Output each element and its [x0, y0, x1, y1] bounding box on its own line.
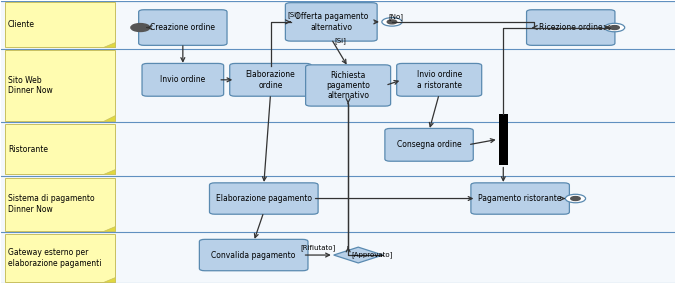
Text: Creazione ordine: Creazione ordine [150, 23, 216, 32]
Polygon shape [103, 115, 115, 120]
Bar [1, 232, 675, 283]
Text: [Si]: [Si] [335, 38, 347, 45]
Polygon shape [334, 247, 383, 263]
Polygon shape [103, 42, 115, 47]
Circle shape [387, 20, 397, 24]
Text: [Approvato]: [Approvato] [352, 251, 393, 258]
Circle shape [604, 23, 625, 32]
Text: Offerta pagamento
alternativo: Offerta pagamento alternativo [295, 12, 368, 32]
Circle shape [565, 194, 585, 203]
Bar [5, 234, 115, 282]
Text: Elaborazione pagamento: Elaborazione pagamento [216, 194, 312, 203]
Circle shape [610, 26, 619, 30]
Circle shape [382, 18, 402, 26]
Polygon shape [103, 169, 115, 174]
Text: Cliente: Cliente [8, 20, 35, 29]
Text: Pagamento ristorante: Pagamento ristorante [479, 194, 562, 203]
Bar [5, 51, 115, 120]
FancyBboxPatch shape [306, 65, 391, 106]
FancyBboxPatch shape [285, 3, 377, 41]
Text: Consegna ordine: Consegna ordine [397, 140, 462, 149]
Bar [1, 49, 675, 122]
Bar [1, 176, 675, 232]
Text: Ricezione ordine: Ricezione ordine [539, 23, 602, 32]
Text: Ristorante: Ristorante [8, 145, 48, 154]
FancyBboxPatch shape [230, 63, 312, 96]
FancyBboxPatch shape [397, 63, 482, 96]
Text: [Rifiutato]: [Rifiutato] [301, 244, 336, 251]
Bar [5, 124, 115, 174]
Text: Elaborazione
ordine: Elaborazione ordine [245, 70, 295, 89]
Text: Invio ordine: Invio ordine [160, 75, 206, 84]
FancyBboxPatch shape [199, 239, 308, 271]
Circle shape [571, 197, 580, 201]
FancyBboxPatch shape [142, 63, 224, 96]
Circle shape [131, 24, 150, 32]
Polygon shape [103, 277, 115, 282]
FancyBboxPatch shape [385, 128, 473, 161]
Bar [5, 2, 115, 47]
FancyBboxPatch shape [210, 183, 318, 214]
FancyBboxPatch shape [471, 183, 569, 214]
Text: Richiesta
pagamento
alternativo: Richiesta pagamento alternativo [327, 71, 370, 100]
Bar [499, 114, 508, 165]
FancyBboxPatch shape [527, 10, 615, 45]
Text: Convalida pagamento: Convalida pagamento [212, 250, 296, 260]
Polygon shape [103, 226, 115, 231]
Bar [5, 178, 115, 231]
Text: [No]: [No] [389, 14, 404, 20]
Bar [1, 122, 675, 176]
Text: Sito Web
Dinner Now: Sito Web Dinner Now [8, 76, 53, 95]
Text: [Si]: [Si] [287, 11, 299, 18]
FancyBboxPatch shape [139, 10, 227, 45]
Text: Invio ordine
a ristorante: Invio ordine a ristorante [416, 70, 462, 89]
Bar [1, 1, 675, 49]
Text: Gateway esterno per
elaborazione pagamenti: Gateway esterno per elaborazione pagamen… [8, 248, 101, 268]
Text: Sistema di pagamento
Dinner Now: Sistema di pagamento Dinner Now [8, 195, 95, 214]
